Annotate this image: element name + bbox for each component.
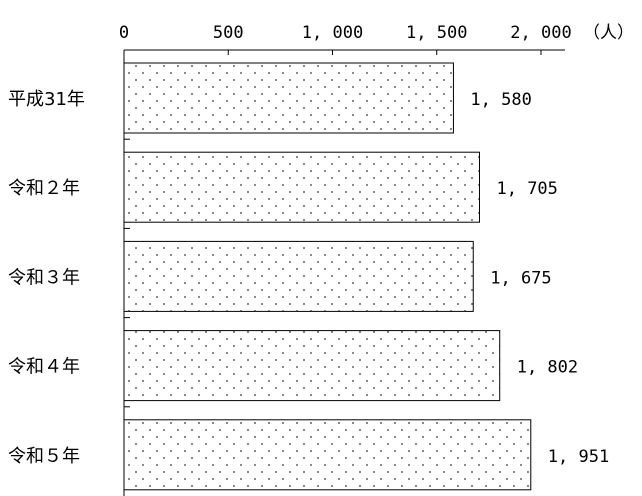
bar [123,62,454,134]
x-axis-tick-labels: 0 500 1, 000 1, 500 2, 000 [119,23,572,43]
x-tick-label: 1, 000 [302,23,363,43]
x-tick-label: 500 [213,23,244,43]
category-label: 令和２年 [8,178,80,199]
value-labels: 1, 580 1, 705 1, 675 1, 802 1, 951 [470,90,609,467]
value-label: 1, 802 [517,358,578,378]
bars [123,62,532,491]
x-tick-label: 1, 500 [406,23,467,43]
category-label: 令和４年 [8,357,80,378]
bar [123,151,480,223]
bar [123,330,501,402]
category-label: 令和３年 [8,267,80,288]
bar [123,240,474,312]
x-axis-unit-label: （人） [583,23,634,43]
x-tick-label: 0 [119,23,129,43]
category-label: 令和５年 [8,446,80,467]
x-tick-label: 2, 000 [510,23,571,43]
value-label: 1, 580 [470,90,531,110]
value-label: 1, 705 [496,179,557,199]
bar [123,419,532,491]
category-label: 平成31年 [8,89,85,110]
value-label: 1, 675 [490,268,551,288]
value-label: 1, 951 [548,447,609,467]
